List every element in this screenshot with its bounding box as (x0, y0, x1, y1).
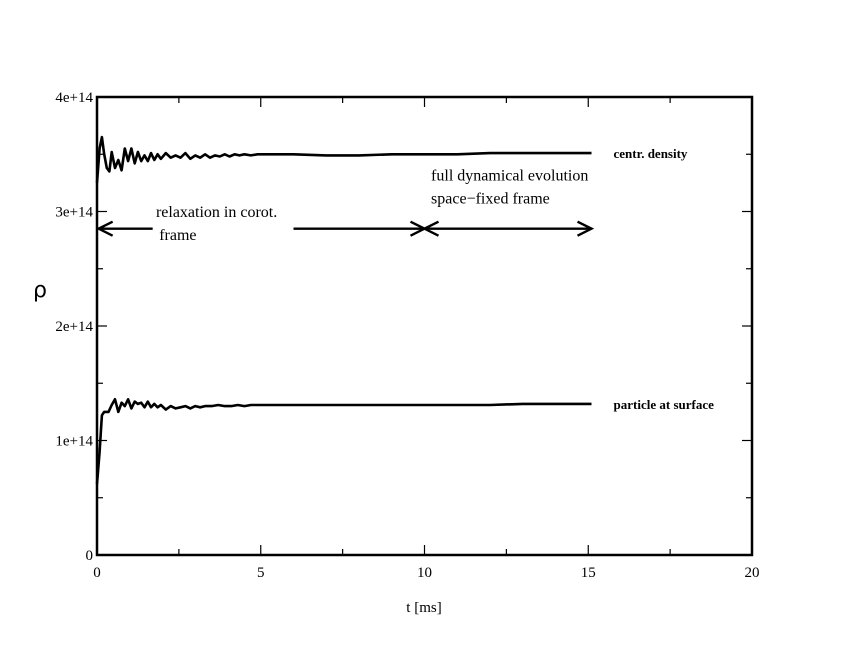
series-lines (95, 135, 592, 485)
annotation-0: relaxation in corot. (156, 204, 277, 221)
series-label-1: particle at surface (614, 397, 715, 412)
annotation-1: frame (159, 227, 196, 244)
ticks (96, 96, 753, 556)
y-tick-label: 2e+14 (55, 319, 93, 335)
series-line-1 (95, 397, 592, 485)
annotations: relaxation in corot. frame full dynamical … (156, 168, 588, 245)
arrows (95, 220, 595, 237)
series-label-0: centr. density (614, 146, 688, 161)
arrow-head (421, 220, 440, 237)
x-tick-label: 0 (93, 565, 101, 581)
arrow-head (576, 220, 595, 237)
series-labels: centr. density particle at surface (614, 146, 715, 412)
x-axis-label: t [ms] (406, 600, 441, 616)
y-axis-label: ρ (33, 278, 47, 303)
annotation-3: space−fixed frame (431, 190, 550, 207)
plot-area (95, 95, 754, 557)
plot-frame (95, 95, 754, 557)
series-line-0 (95, 135, 592, 183)
x-tick-label: 15 (581, 565, 596, 581)
y-tick-label: 1e+14 (55, 434, 93, 450)
x-tick-label: 10 (417, 565, 432, 581)
tick-labels: 0 5 10 15 20 0 1e+14 2e+14 3e+14 4e+14 (55, 90, 759, 581)
y-tick-label: 4e+14 (55, 90, 93, 106)
x-tick-label: 20 (745, 565, 760, 581)
y-tick-label: 0 (86, 548, 94, 564)
annotation-2: full dynamical evolution (431, 168, 588, 185)
arrow-head (95, 220, 114, 237)
x-tick-label: 5 (257, 565, 265, 581)
y-tick-label: 3e+14 (55, 205, 93, 221)
